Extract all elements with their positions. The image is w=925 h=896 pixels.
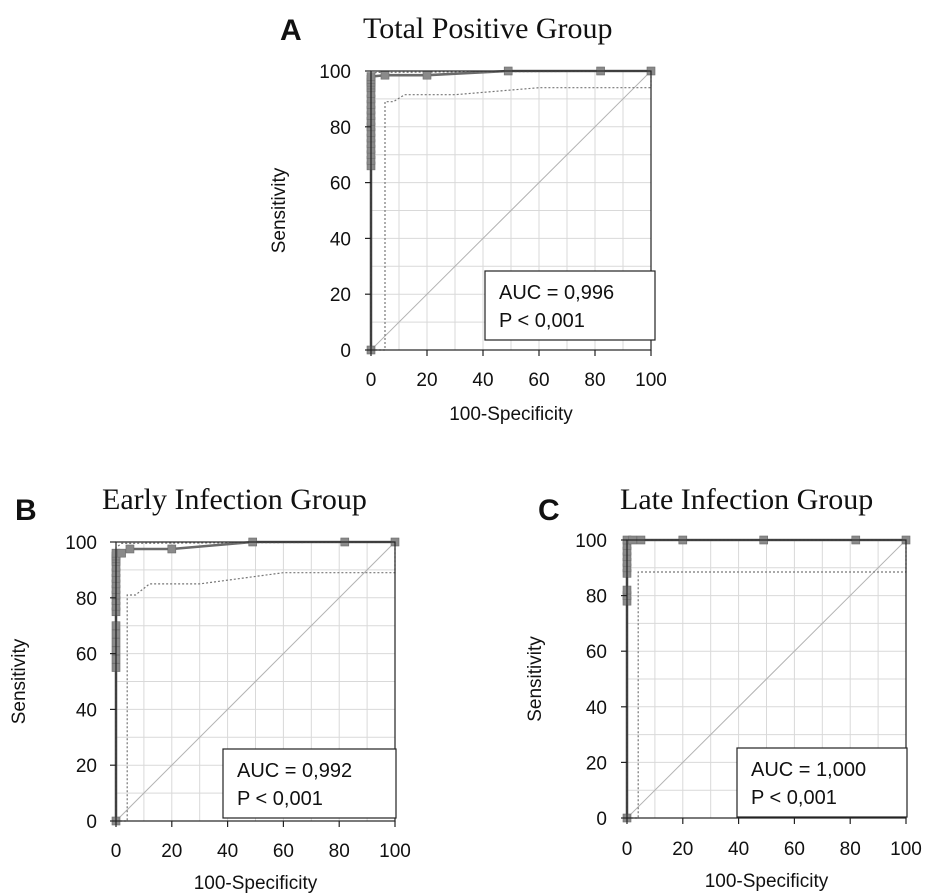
x-tick-label: 0	[111, 841, 122, 862]
panel-c-ci-lower-bound	[627, 540, 907, 819]
y-tick-label: 40	[330, 229, 351, 250]
x-tick-label: 80	[329, 841, 350, 862]
auc-value: AUC = 1,000	[751, 759, 866, 781]
y-tick-label: 0	[596, 809, 607, 830]
panel-b-stats-box	[222, 748, 397, 819]
y-tick-label: 60	[330, 174, 351, 195]
y-tick-label: 60	[586, 642, 607, 663]
p-value: P < 0,001	[499, 310, 585, 332]
roc-point	[167, 544, 177, 554]
y-tick-label: 20	[76, 756, 97, 777]
panel-b-ci-lower-bound	[116, 542, 396, 822]
y-tick-label: 40	[586, 698, 607, 719]
panel-c-y-axis-label: Sensitivity	[525, 636, 546, 722]
panel-a-grid	[371, 71, 651, 350]
panel-c: C Late Infection Group 0 20 40 60 80 100 0 20 40 60…	[525, 483, 922, 892]
panel-b-y-axis-label: Sensitivity	[9, 638, 30, 724]
x-tick-label: 40	[728, 839, 749, 860]
p-value: P < 0,001	[751, 787, 837, 809]
panel-a-plot-frame	[370, 70, 652, 351]
panel-b: B Early Infection Group 0 20 40 60 80 100 0 20 40 6…	[9, 483, 411, 894]
panel-c-plot-frame	[626, 539, 907, 819]
roc-point	[422, 70, 432, 80]
auc-value: AUC = 0,996	[499, 282, 614, 304]
y-tick-label: 80	[330, 118, 351, 139]
roc-point	[125, 544, 135, 554]
y-tick-label: 100	[575, 531, 607, 552]
x-tick-label: 60	[784, 839, 805, 860]
x-tick-label: 0	[622, 839, 633, 860]
x-tick-label: 80	[584, 370, 605, 391]
x-tick-label: 100	[890, 839, 922, 860]
x-tick-label: 60	[528, 370, 549, 391]
y-tick-label: 0	[86, 812, 97, 833]
y-tick-label: 100	[65, 533, 97, 554]
panel-b-x-axis-label: 100-Specificity	[194, 873, 318, 894]
x-tick-label: 20	[161, 841, 182, 862]
y-tick-label: 80	[586, 587, 607, 608]
x-tick-label: 20	[416, 370, 437, 391]
panel-a-letter: A	[280, 14, 302, 47]
y-tick-label: 60	[76, 645, 97, 666]
y-tick-label: 20	[330, 285, 351, 306]
y-tick-label: 0	[340, 341, 351, 362]
y-tick-label: 80	[76, 589, 97, 610]
y-tick-label: 40	[76, 700, 97, 721]
panel-c-letter: C	[538, 494, 560, 527]
panel-b-reference-diagonal	[115, 541, 396, 822]
panel-a-stats-box	[484, 270, 656, 341]
roc-point	[380, 70, 390, 80]
panel-b-title: Early Infection Group	[102, 483, 367, 516]
y-tick-label: 100	[319, 62, 351, 83]
y-tick-label: 20	[586, 753, 607, 774]
panel-a-y-axis-label: Sensitivity	[269, 167, 290, 253]
x-tick-label: 60	[273, 841, 294, 862]
panel-b-plot-frame	[115, 541, 396, 822]
panel-a-ci-lower-bound	[371, 71, 652, 351]
x-tick-label: 0	[366, 370, 377, 391]
panel-c-reference-diagonal	[626, 539, 907, 819]
x-tick-label: 80	[840, 839, 861, 860]
panel-a-reference-diagonal	[370, 70, 652, 351]
roc-point	[117, 548, 126, 558]
panel-a-title: Total Positive Group	[363, 12, 613, 45]
x-tick-label: 100	[635, 370, 667, 391]
x-tick-label: 40	[217, 841, 238, 862]
x-tick-label: 40	[472, 370, 493, 391]
panel-c-x-axis-label: 100-Specificity	[705, 871, 829, 892]
panel-c-title: Late Infection Group	[620, 483, 873, 516]
panel-c-stats-box	[736, 747, 908, 818]
x-tick-label: 100	[379, 841, 411, 862]
x-tick-label: 20	[672, 839, 693, 860]
panel-b-letter: B	[15, 494, 37, 527]
auc-value: AUC = 0,992	[237, 760, 352, 782]
p-value: P < 0,001	[237, 788, 323, 810]
panel-a-x-axis-label: 100-Specificity	[449, 404, 573, 425]
panel-a: A Total Positive Group 0 20 40 60 80 100 0 20 40 60…	[269, 12, 667, 425]
